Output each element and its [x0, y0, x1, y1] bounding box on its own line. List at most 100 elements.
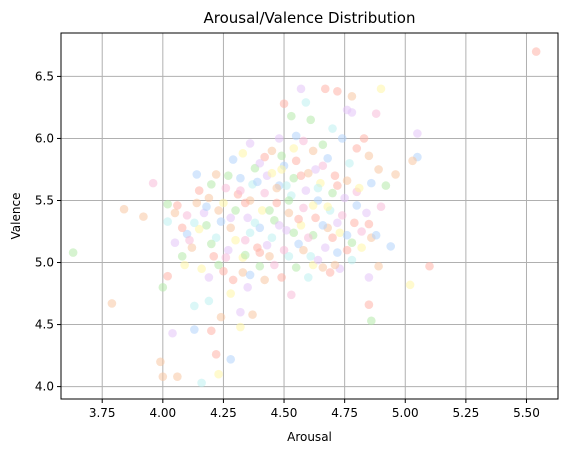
data-point [318, 221, 328, 230]
data-point [342, 176, 352, 185]
data-point [374, 165, 383, 174]
data-point [357, 227, 366, 236]
data-point [119, 204, 129, 214]
data-point [364, 151, 374, 161]
data-point [337, 134, 347, 143]
data-point [240, 250, 250, 260]
data-point [163, 271, 172, 281]
data-point [204, 273, 214, 282]
data-point [352, 201, 362, 210]
data-point [323, 202, 332, 211]
data-point [182, 211, 192, 220]
data-point [367, 316, 376, 326]
data-point [158, 283, 168, 292]
data-point [255, 248, 265, 257]
data-point [211, 233, 221, 243]
y-tick-label: 5.0 [35, 256, 54, 270]
data-point [194, 186, 204, 195]
y-tick-label: 6.5 [35, 69, 54, 83]
data-point [226, 289, 236, 298]
data-point [313, 183, 323, 193]
data-point [277, 273, 286, 282]
data-point [228, 155, 238, 164]
data-point [219, 198, 228, 208]
data-point [362, 208, 371, 218]
data-point [374, 261, 383, 271]
data-point [330, 260, 340, 270]
data-point [272, 198, 282, 208]
data-point [250, 218, 260, 228]
data-point [345, 158, 354, 168]
data-point [228, 275, 238, 285]
y-tick-label: 5.5 [35, 193, 54, 207]
data-point [294, 214, 303, 224]
data-point [335, 228, 345, 238]
data-point [282, 225, 291, 235]
data-point [245, 139, 255, 148]
data-point [219, 266, 228, 276]
data-point [238, 149, 248, 158]
data-point [236, 173, 245, 183]
data-point [248, 310, 257, 319]
data-point [301, 98, 311, 107]
data-point [211, 350, 221, 359]
data-point [272, 183, 282, 193]
data-point [243, 283, 252, 292]
data-point [284, 208, 294, 218]
data-point [279, 245, 289, 255]
data-point [333, 87, 342, 96]
data-point [277, 165, 286, 174]
data-point [238, 268, 248, 277]
data-point [413, 129, 422, 138]
data-point [367, 178, 376, 188]
data-point [190, 301, 199, 311]
data-point [180, 260, 189, 270]
data-point [289, 173, 299, 183]
y-gridlines [61, 75, 558, 388]
data-point [255, 261, 265, 271]
data-point [296, 84, 306, 94]
y-tick-label: 6.0 [35, 131, 54, 145]
data-point [299, 136, 308, 146]
data-point [328, 124, 337, 133]
data-point [194, 224, 204, 234]
data-point [325, 268, 335, 277]
x-tick-label: 5.25 [453, 406, 480, 420]
data-point [320, 84, 330, 94]
data-point [318, 161, 328, 171]
data-point [282, 181, 291, 190]
y-tick-label: 4.5 [35, 318, 54, 332]
data-point [371, 230, 381, 240]
data-point [207, 239, 216, 249]
chart-title: Arousal/Valence Distribution [204, 9, 416, 27]
data-point [371, 109, 381, 118]
data-point [187, 243, 197, 252]
data-point [333, 218, 342, 228]
x-tick-label: 5.50 [513, 406, 540, 420]
data-point [320, 243, 330, 252]
data-point [352, 144, 362, 153]
data-point [192, 170, 202, 179]
data-point [243, 213, 252, 223]
data-point [287, 290, 296, 300]
data-point [216, 312, 226, 322]
data-points [68, 47, 541, 388]
data-point [291, 263, 301, 272]
data-point [231, 206, 240, 215]
data-point [531, 47, 541, 56]
data-point [221, 183, 231, 193]
data-point [306, 115, 316, 125]
data-point [236, 307, 245, 317]
data-point [170, 208, 180, 218]
data-point [364, 219, 374, 229]
data-point [347, 108, 357, 117]
data-point [177, 252, 187, 261]
data-point [216, 217, 226, 226]
data-point [296, 171, 306, 180]
data-point [342, 230, 352, 240]
data-point [177, 223, 187, 233]
x-axis-ticks: 3.75 4.00 4.25 4.50 4.75 5.00 5.25 5.50 [89, 399, 540, 420]
data-point [168, 328, 177, 338]
data-point [354, 183, 364, 193]
